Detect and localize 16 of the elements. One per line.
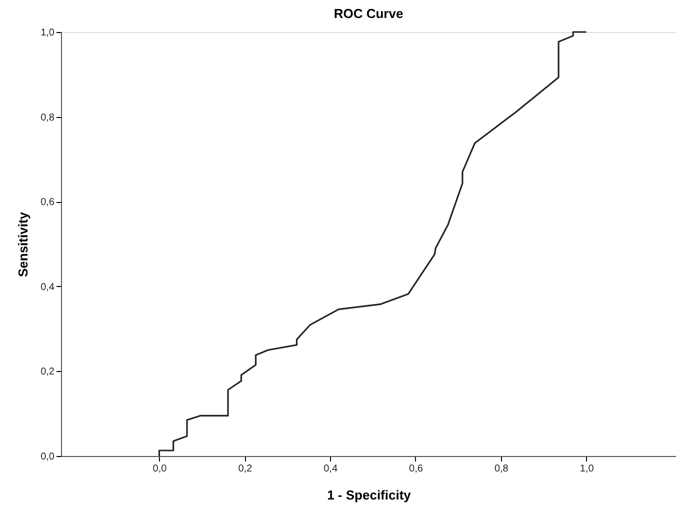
line-series bbox=[158, 31, 588, 457]
x-tick-label: 1,0 bbox=[580, 464, 594, 474]
x-tick-label: 0,2 bbox=[238, 464, 253, 474]
x-axis-title: 1 - Specificity bbox=[327, 488, 412, 502]
y-tick-label: 0,4 bbox=[40, 282, 55, 293]
chart-title: ROC Curve bbox=[334, 6, 404, 21]
x-tick-label: 0,8 bbox=[494, 464, 509, 474]
y-axis-title: Sensitivity bbox=[16, 211, 31, 278]
y-tick-label: 0,2 bbox=[40, 366, 55, 378]
y-tick-label: 0,8 bbox=[40, 112, 55, 124]
x-tick-label: 0,4 bbox=[324, 464, 338, 474]
y-tick-label: 1,0 bbox=[40, 28, 55, 38]
y-tick-label: 0,0 bbox=[40, 452, 55, 462]
x-tick-label: 0,0 bbox=[152, 464, 168, 474]
y-tick-label: 0,6 bbox=[40, 197, 55, 208]
x-tick-label: 0,6 bbox=[409, 464, 424, 474]
